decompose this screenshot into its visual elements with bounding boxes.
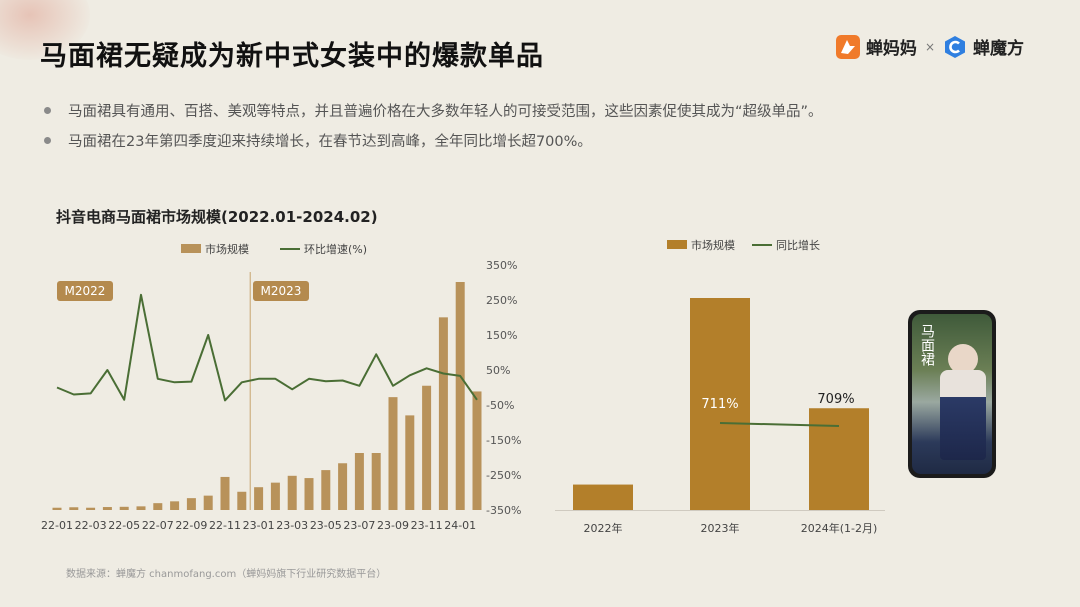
market-size-bar: [405, 415, 415, 510]
legend-label-market: 市场规模: [691, 238, 735, 252]
market-size-bar: [690, 298, 750, 510]
y2-tick-label: -150%: [486, 434, 521, 447]
market-size-bar: [52, 507, 62, 510]
y2-tick-label: 50%: [486, 364, 510, 377]
chart-title: 抖音电商马面裙市场规模(2022.01-2024.02): [56, 208, 378, 226]
market-size-bar: [809, 408, 869, 510]
growth-rate-line: [56, 293, 478, 402]
bullet-list: 马面裙具有通用、百搭、美观等特点，并且普遍价格在大多数年轻人的可接受范围，这些因…: [44, 95, 823, 155]
y2-tick-label: -350%: [486, 504, 521, 517]
legend-swatch-market: [181, 244, 201, 253]
bullet-text: 马面裙具有通用、百搭、美观等特点，并且普遍价格在大多数年轻人的可接受范围，这些因…: [68, 103, 823, 120]
market-size-bar: [102, 507, 112, 510]
market-size-bar: [220, 476, 230, 510]
market-size-bar: [573, 484, 633, 510]
year-badge: [253, 281, 309, 301]
market-size-bar: [321, 470, 331, 510]
market-size-bar: [170, 501, 180, 510]
x-tick-label: 2023年: [701, 521, 740, 535]
x-tick-label: 22-11: [209, 519, 241, 532]
market-size-bar: [455, 282, 465, 510]
bullet-dot-icon: [44, 106, 51, 114]
bullet-item: 马面裙具有通用、百搭、美观等特点，并且普遍价格在大多数年轻人的可接受范围，这些因…: [44, 95, 823, 125]
phone-model-face: [948, 344, 978, 374]
data-source-note: 数据来源：蝉魔方 chanmofang.com（蝉妈妈旗下行业研究数据平台）: [66, 569, 387, 580]
logo-chanmama-label: 蝉妈妈: [865, 39, 917, 59]
year-badge: [57, 281, 113, 301]
market-size-bar: [86, 507, 96, 510]
phone-screen: 马面裙: [912, 314, 992, 474]
y2-tick-label: 250%: [486, 294, 517, 307]
year-badge-label: M2022: [65, 284, 106, 298]
phone-model-dress: [940, 370, 986, 460]
market-size-bar: [304, 478, 314, 510]
market-size-bar: [203, 495, 213, 510]
market-size-bar: [422, 385, 432, 510]
logo-chanmofang-label: 蝉魔方: [973, 39, 1024, 59]
market-size-bar: [388, 397, 398, 510]
legend-label-yoy: 同比增长: [776, 238, 820, 252]
x-tick-label: 23-05: [310, 519, 342, 532]
bullet-item: 马面裙在23年第四季度迎来持续增长，在春节达到高峰，全年同比增长超700%。: [44, 125, 823, 155]
x-tick-label: 23-07: [343, 519, 375, 532]
chanmama-logo-icon: [835, 34, 860, 59]
market-size-bar: [338, 463, 348, 510]
market-size-bar: [287, 475, 297, 510]
y2-tick-label: -50%: [486, 399, 514, 412]
logo-separator: ×: [924, 39, 935, 54]
x-tick-label: 22-05: [108, 519, 140, 532]
market-size-bar: [153, 503, 163, 510]
phone-calligraphy: 马面裙: [919, 324, 935, 366]
chanmofang-logo-icon: [945, 35, 965, 58]
market-size-bar: [472, 391, 482, 510]
legend-label-growth: 环比增速(%): [304, 242, 367, 256]
year-badge-label: M2023: [261, 284, 302, 298]
y2-tick-label: 350%: [486, 259, 517, 272]
page-title: 马面裙无疑成为新中式女装中的爆款单品: [40, 41, 544, 72]
legend-swatch-market: [667, 240, 687, 249]
data-label-2023: 711%: [701, 397, 738, 412]
market-size-bar: [354, 453, 364, 510]
y2-tick-label: 150%: [486, 329, 517, 342]
market-size-bar: [69, 507, 79, 510]
x-tick-label: 22-09: [175, 519, 207, 532]
market-size-bar: [119, 506, 129, 510]
market-size-bar: [371, 453, 381, 510]
market-size-bar: [136, 506, 146, 510]
market-size-bar: [438, 317, 448, 510]
legend-label-market: 市场规模: [205, 242, 249, 256]
bullet-text: 马面裙在23年第四季度迎来持续增长，在春节达到高峰，全年同比增长超700%。: [68, 133, 592, 150]
x-tick-label: 22-07: [142, 519, 174, 532]
x-tick-label: 23-11: [411, 519, 443, 532]
yoy-growth-line: [719, 422, 840, 427]
x-tick-label: 22-03: [75, 519, 107, 532]
y2-tick-label: -250%: [486, 469, 521, 482]
x-tick-label: 22-01: [41, 519, 73, 532]
data-label-2024: 709%: [817, 392, 854, 407]
x-tick-label: 2024年(1-2月): [801, 521, 878, 535]
x-tick-label: 23-03: [276, 519, 308, 532]
brand-logos: 蝉妈妈 × 蝉魔方: [835, 34, 1024, 59]
phone-screenshot-image: 马面裙: [908, 310, 996, 478]
market-size-bar: [186, 498, 196, 510]
x-tick-label: 2022年: [584, 521, 623, 535]
market-size-bar: [237, 491, 247, 510]
x-tick-label: 23-09: [377, 519, 409, 532]
bullet-dot-icon: [44, 136, 51, 144]
market-size-bar: [254, 487, 264, 510]
x-tick-label: 23-01: [243, 519, 275, 532]
x-tick-label: 24-01: [444, 519, 476, 532]
market-size-bar: [270, 482, 280, 510]
